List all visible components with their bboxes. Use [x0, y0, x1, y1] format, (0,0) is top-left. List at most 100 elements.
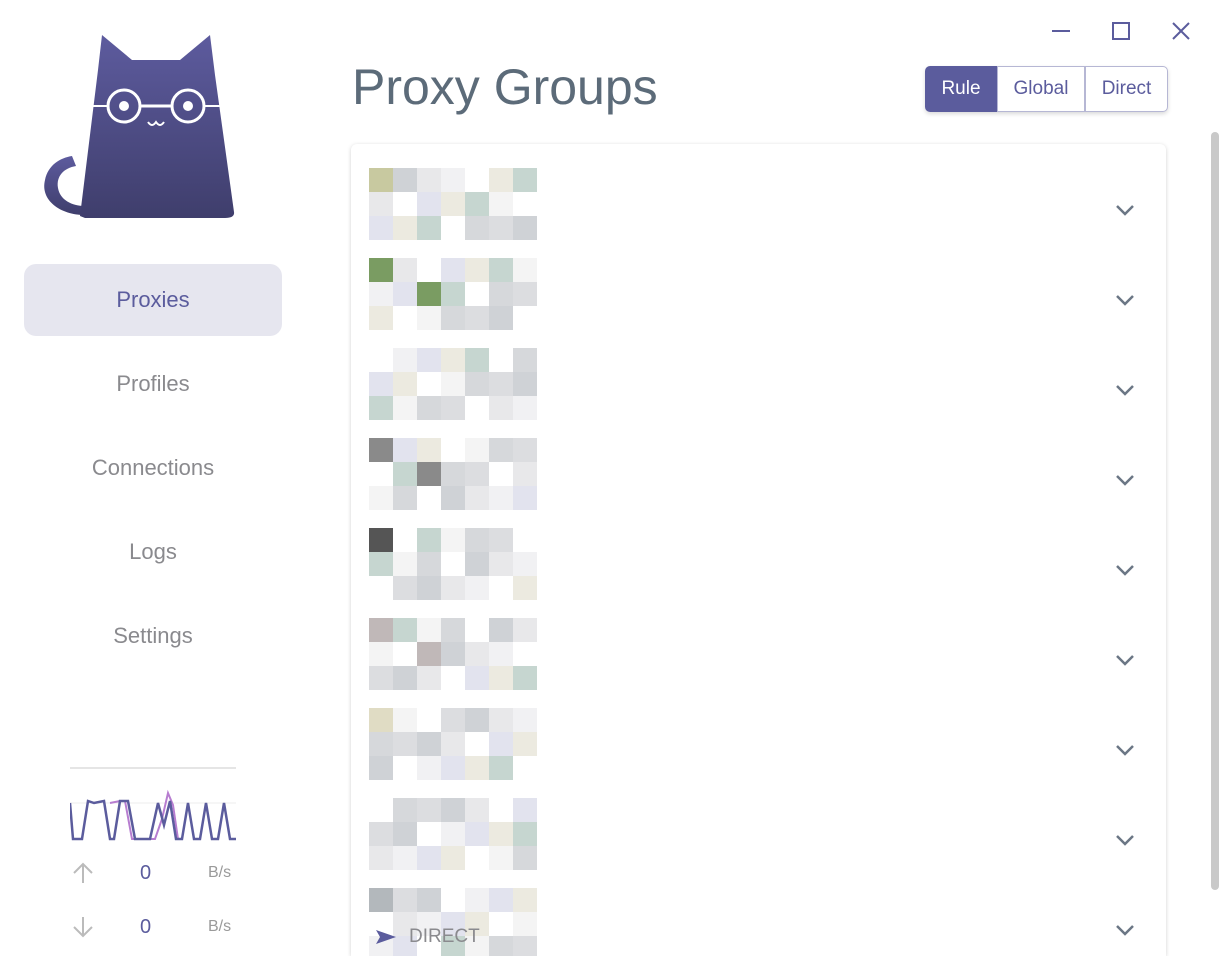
proxy-group-row[interactable]	[351, 606, 1166, 696]
obscured-pixel	[513, 486, 537, 510]
chevron-down-icon[interactable]	[1114, 653, 1136, 667]
obscured-pixel	[417, 888, 441, 912]
proxy-group-row[interactable]	[351, 696, 1166, 786]
proxy-group-row[interactable]	[351, 336, 1166, 426]
cat-logo	[44, 35, 235, 218]
chevron-down-icon[interactable]	[1114, 923, 1136, 937]
obscured-pixel	[369, 372, 393, 396]
obscured-pixel	[465, 192, 489, 216]
obscured-pixel	[489, 282, 513, 306]
obscured-pixel	[393, 822, 417, 846]
obscured-pixel	[393, 576, 417, 600]
obscured-pixel	[465, 372, 489, 396]
obscured-pixel	[393, 936, 417, 956]
obscured-pixel	[369, 846, 393, 870]
obscured-pixel	[417, 216, 441, 240]
chevron-down-icon[interactable]	[1114, 743, 1136, 757]
obscured-pixel	[393, 216, 417, 240]
proxy-group-row[interactable]	[351, 426, 1166, 516]
send-icon	[376, 930, 396, 944]
sidebar-item-connections[interactable]: Connections	[91, 455, 215, 480]
minimize-button[interactable]	[1048, 18, 1074, 44]
obscured-pixel	[393, 732, 417, 756]
obscured-pixel	[465, 912, 489, 936]
obscured-pixel	[369, 282, 393, 306]
obscured-pixel	[489, 396, 513, 420]
obscured-pixel	[369, 642, 393, 666]
obscured-pixel	[393, 912, 417, 936]
close-button[interactable]	[1168, 18, 1194, 44]
sidebar-item-logs[interactable]: Logs	[129, 539, 177, 564]
obscured-pixel	[441, 462, 465, 486]
obscured-pixel	[489, 756, 513, 780]
chevron-down-icon[interactable]	[1114, 473, 1136, 487]
obscured-pixel	[465, 936, 489, 956]
obscured-pixel	[417, 348, 441, 372]
obscured-pixel	[513, 846, 537, 870]
obscured-pixel	[369, 888, 393, 912]
chevron-down-icon[interactable]	[1114, 293, 1136, 307]
obscured-pixel	[441, 708, 465, 732]
proxy-group-row[interactable]	[351, 246, 1166, 336]
obscured-pixel	[465, 666, 489, 690]
mode-global-button[interactable]: Global	[997, 66, 1085, 112]
obscured-pixel	[393, 552, 417, 576]
obscured-pixel	[489, 486, 513, 510]
chevron-down-icon[interactable]	[1114, 203, 1136, 217]
chevron-down-icon[interactable]	[1114, 833, 1136, 847]
obscured-pixel	[417, 168, 441, 192]
sidebar-item-settings[interactable]: Settings	[113, 623, 193, 648]
obscured-pixel	[393, 462, 417, 486]
obscured-pixel	[489, 666, 513, 690]
obscured-pixel	[513, 708, 537, 732]
obscured-pixel	[369, 936, 393, 956]
traffic-graph	[70, 767, 236, 841]
obscured-pixel	[441, 732, 465, 756]
obscured-pixel	[465, 888, 489, 912]
obscured-pixel	[489, 732, 513, 756]
proxy-groups-list: DIRECT	[351, 144, 1166, 956]
maximize-button[interactable]	[1108, 18, 1134, 44]
obscured-pixel	[393, 618, 417, 642]
obscured-pixel	[441, 486, 465, 510]
proxy-group-row[interactable]	[351, 786, 1166, 876]
sidebar-item-profiles[interactable]: Profiles	[116, 371, 190, 396]
obscured-pixel	[441, 846, 465, 870]
upload-value: 0	[140, 861, 152, 884]
obscured-pixel	[513, 168, 537, 192]
obscured-pixel	[441, 528, 465, 552]
obscured-pixel	[465, 486, 489, 510]
obscured-pixel	[417, 438, 441, 462]
obscured-pixel	[441, 168, 465, 192]
obscured-pixel	[369, 168, 393, 192]
obscured-pixel	[465, 216, 489, 240]
arrow-up-icon	[73, 862, 93, 883]
proxy-group-row[interactable]	[351, 156, 1166, 246]
obscured-pixel	[393, 708, 417, 732]
download-unit: B/s	[208, 918, 232, 935]
obscured-pixel	[513, 258, 537, 282]
mode-rule-button[interactable]: Rule	[925, 66, 997, 112]
obscured-pixel	[441, 936, 465, 956]
obscured-pixel	[513, 912, 537, 936]
obscured-pixel	[417, 396, 441, 420]
obscured-pixel	[417, 462, 441, 486]
obscured-pixel	[513, 348, 537, 372]
chevron-down-icon[interactable]	[1114, 563, 1136, 577]
mode-direct-button[interactable]: Direct	[1085, 66, 1168, 112]
proxy-group-row[interactable]	[351, 876, 1166, 956]
obscured-pixel	[489, 618, 513, 642]
obscured-pixel	[489, 306, 513, 330]
obscured-pixel	[369, 822, 393, 846]
proxy-group-row[interactable]	[351, 516, 1166, 606]
obscured-pixel	[513, 216, 537, 240]
sidebar-item-proxies[interactable]: Proxies	[24, 264, 282, 336]
selected-proxy: DIRECT	[375, 926, 480, 948]
mode-switch: Rule Global Direct	[925, 66, 1168, 112]
obscured-pixel	[417, 756, 441, 780]
upload-speed: 0 B/s	[70, 858, 240, 888]
obscured-pixel	[465, 552, 489, 576]
scrollbar[interactable]	[1211, 132, 1219, 890]
obscured-pixel	[393, 798, 417, 822]
chevron-down-icon[interactable]	[1114, 383, 1136, 397]
